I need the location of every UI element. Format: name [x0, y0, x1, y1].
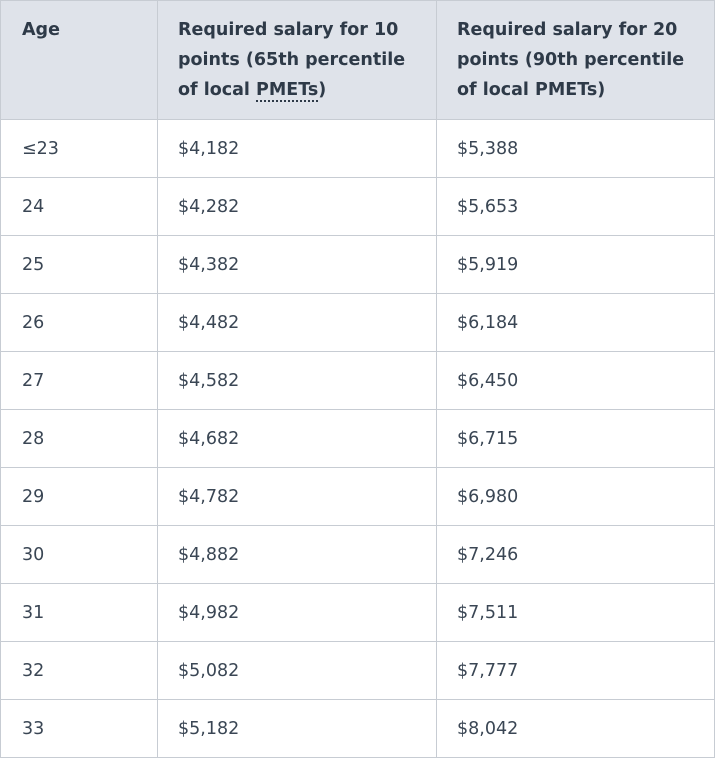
- age-cell: 27: [0, 351, 158, 410]
- salary-10-cell: $4,682: [157, 409, 437, 468]
- table-body: ≤23 $4,182 $5,388 24 $4,282 $5,653 25 $4…: [0, 119, 715, 758]
- salary-10-cell: $4,582: [157, 351, 437, 410]
- header-age: Age: [0, 0, 158, 120]
- age-cell: 28: [0, 409, 158, 468]
- age-cell: 32: [0, 641, 158, 700]
- header-row: Age Required salary for 10 points (65th …: [0, 0, 715, 120]
- table-row: 25 $4,382 $5,919: [0, 235, 715, 294]
- age-cell: 26: [0, 293, 158, 352]
- salary-10-cell: $4,182: [157, 119, 437, 178]
- pmets-abbreviation[interactable]: PMETs: [256, 80, 319, 102]
- table-row: ≤23 $4,182 $5,388: [0, 119, 715, 178]
- salary-10-cell: $4,782: [157, 467, 437, 526]
- table-row: 24 $4,282 $5,653: [0, 177, 715, 236]
- age-cell: 24: [0, 177, 158, 236]
- header-salary-10-points: Required salary for 10 points (65th perc…: [157, 0, 437, 120]
- table-row: 32 $5,082 $7,777: [0, 641, 715, 700]
- salary-10-cell: $5,082: [157, 641, 437, 700]
- age-cell: 30: [0, 525, 158, 584]
- salary-20-cell: $5,388: [436, 119, 715, 178]
- table-row: 33 $5,182 $8,042: [0, 699, 715, 758]
- age-cell: 31: [0, 583, 158, 642]
- age-cell: 33: [0, 699, 158, 758]
- salary-20-cell: $6,184: [436, 293, 715, 352]
- table-row: 26 $4,482 $6,184: [0, 293, 715, 352]
- salary-20-cell: $7,246: [436, 525, 715, 584]
- salary-20-cell: $6,715: [436, 409, 715, 468]
- salary-10-cell: $4,382: [157, 235, 437, 294]
- age-cell: 25: [0, 235, 158, 294]
- salary-20-cell: $5,919: [436, 235, 715, 294]
- salary-10-cell: $4,482: [157, 293, 437, 352]
- table-row: 28 $4,682 $6,715: [0, 409, 715, 468]
- table-row: 27 $4,582 $6,450: [0, 351, 715, 410]
- salary-20-cell: $5,653: [436, 177, 715, 236]
- table-row: 30 $4,882 $7,246: [0, 525, 715, 584]
- salary-20-cell: $6,980: [436, 467, 715, 526]
- salary-20-cell: $7,511: [436, 583, 715, 642]
- salary-20-cell: $6,450: [436, 351, 715, 410]
- salary-10-cell: $4,282: [157, 177, 437, 236]
- salary-20-cell: $7,777: [436, 641, 715, 700]
- header-salary-10-text: Required salary for 10 points (65th perc…: [178, 20, 406, 100]
- salary-10-cell: $4,982: [157, 583, 437, 642]
- salary-20-cell: $8,042: [436, 699, 715, 758]
- salary-10-cell: $4,882: [157, 525, 437, 584]
- salary-10-cell: $5,182: [157, 699, 437, 758]
- header-salary-10-close: ): [318, 80, 327, 100]
- table-header: Age Required salary for 10 points (65th …: [0, 0, 715, 120]
- table-row: 29 $4,782 $6,980: [0, 467, 715, 526]
- table-row: 31 $4,982 $7,511: [0, 583, 715, 642]
- age-cell: 29: [0, 467, 158, 526]
- age-cell: ≤23: [0, 119, 158, 178]
- header-salary-20-points: Required salary for 20 points (90th perc…: [436, 0, 715, 120]
